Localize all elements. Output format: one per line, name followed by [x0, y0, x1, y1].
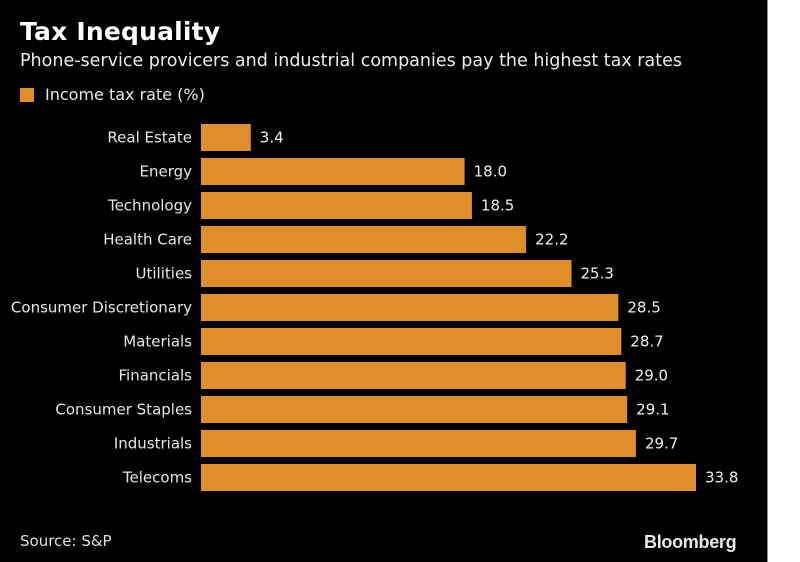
bar	[201, 396, 628, 423]
bar-row: Real Estate 3.4	[107, 124, 284, 151]
chart-subtitle: Phone-service provicers and industrial c…	[20, 51, 682, 71]
category-label: Industrials	[114, 435, 192, 453]
legend-label: Income tax rate (%)	[45, 85, 205, 104]
category-label: Technology	[107, 197, 192, 215]
category-label: Utilities	[136, 265, 193, 283]
category-label: Health Care	[103, 231, 192, 249]
value-label: 25.3	[581, 265, 614, 283]
chart-panel: Tax Inequality Phone-service provicers a…	[0, 0, 768, 562]
bar-row: Consumer Staples 29.1	[55, 396, 670, 423]
value-label: 18.0	[474, 163, 507, 181]
bar-row: Telecoms 33.8	[122, 464, 738, 491]
value-label: 18.5	[481, 197, 514, 215]
bar-chart: Real Estate 3.4 Energy 18.0 Technology 18.5 He…	[11, 124, 738, 491]
category-label: Telecoms	[122, 469, 192, 487]
value-label: 29.7	[645, 435, 678, 453]
source-note: Source: S&P	[20, 532, 112, 550]
bar	[201, 158, 465, 185]
value-label: 29.1	[636, 401, 669, 419]
bar-row: Energy 18.0	[139, 158, 507, 185]
bar-row: Consumer Discretionary 28.5	[11, 294, 661, 321]
bar	[201, 362, 626, 389]
category-label: Financials	[119, 367, 193, 385]
bar-row: Technology 18.5	[107, 192, 514, 219]
bar	[201, 192, 472, 219]
category-label: Real Estate	[107, 129, 192, 147]
bar	[201, 430, 636, 457]
category-label: Consumer Staples	[55, 401, 192, 419]
bar	[201, 226, 527, 253]
value-label: 29.0	[635, 367, 668, 385]
bar	[201, 294, 619, 321]
bar-row: Health Care 22.2	[103, 226, 569, 253]
chart-title: Tax Inequality	[20, 17, 221, 46]
legend-swatch	[20, 87, 34, 102]
bar-row: Utilities 25.3	[136, 260, 614, 287]
value-label: 33.8	[705, 469, 738, 487]
value-label: 3.4	[260, 129, 284, 147]
bar	[201, 260, 572, 287]
bar	[201, 124, 251, 151]
bar-row: Financials 29.0	[119, 362, 668, 389]
value-label: 22.2	[535, 231, 568, 249]
bar-row: Materials 28.7	[123, 328, 664, 355]
value-label: 28.5	[627, 299, 660, 317]
value-label: 28.7	[630, 333, 663, 351]
category-label: Materials	[123, 333, 192, 351]
category-label: Consumer Discretionary	[11, 299, 192, 317]
bloomberg-logo: Bloomberg	[644, 532, 737, 552]
bar	[201, 328, 622, 355]
category-label: Energy	[139, 163, 192, 181]
legend: Income tax rate (%)	[20, 85, 205, 104]
bar	[201, 464, 696, 491]
bar-row: Industrials 29.7	[114, 430, 678, 457]
